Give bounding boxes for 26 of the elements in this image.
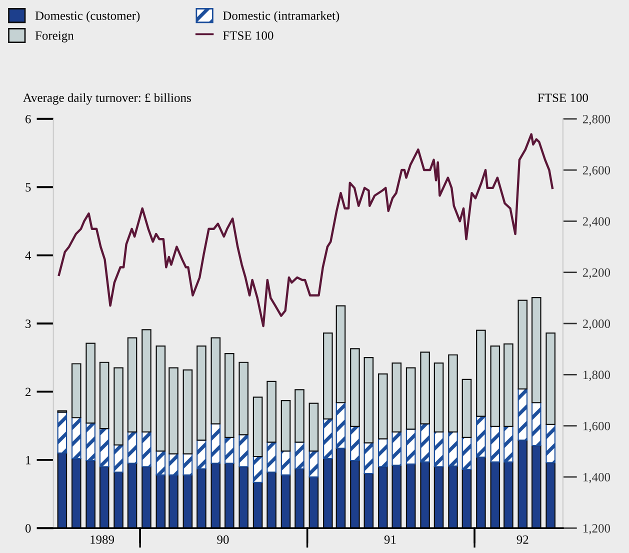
- y-tick-label: 6: [26, 114, 31, 124]
- y-tick-label: 3: [26, 320, 31, 328]
- y2-tick-label: 1,800: [584, 370, 610, 381]
- y2-tick-label: 2,600: [582, 166, 610, 176]
- y2-tick-label: 2,800: [582, 114, 610, 126]
- x-tick-label: 90: [217, 535, 229, 544]
- x-tick-label: 92: [516, 535, 528, 544]
- y2-tick-label: 2,400: [582, 217, 610, 228]
- legend-label: Domestic (intramarket): [223, 11, 340, 22]
- legend-label: Foreign: [35, 31, 74, 42]
- y-tick-label: 0: [25, 524, 31, 533]
- legend-label: Domestic (customer): [35, 11, 140, 22]
- legend-label: FTSE 100: [223, 31, 274, 40]
- x-tick-label: 91: [384, 535, 396, 544]
- y2-tick-label: 2,200: [582, 268, 610, 279]
- y-tick-label: 5: [26, 183, 31, 192]
- y-tick-label: 2: [26, 388, 31, 396]
- y2-tick-label: 2,000: [582, 320, 610, 330]
- y-tick-label: 1: [26, 456, 30, 464]
- y2-tick-label: 1,200: [584, 524, 610, 534]
- y2-tick-label: 1,600: [584, 422, 610, 432]
- y-axis-title: Average daily turnover: £ billions: [23, 93, 191, 105]
- x-tick-label: 1989: [90, 535, 114, 544]
- y-tick-label: 4: [25, 251, 32, 260]
- y2-axis-title: FTSE 100: [538, 94, 588, 102]
- y2-tick-label: 1,400: [584, 472, 610, 484]
